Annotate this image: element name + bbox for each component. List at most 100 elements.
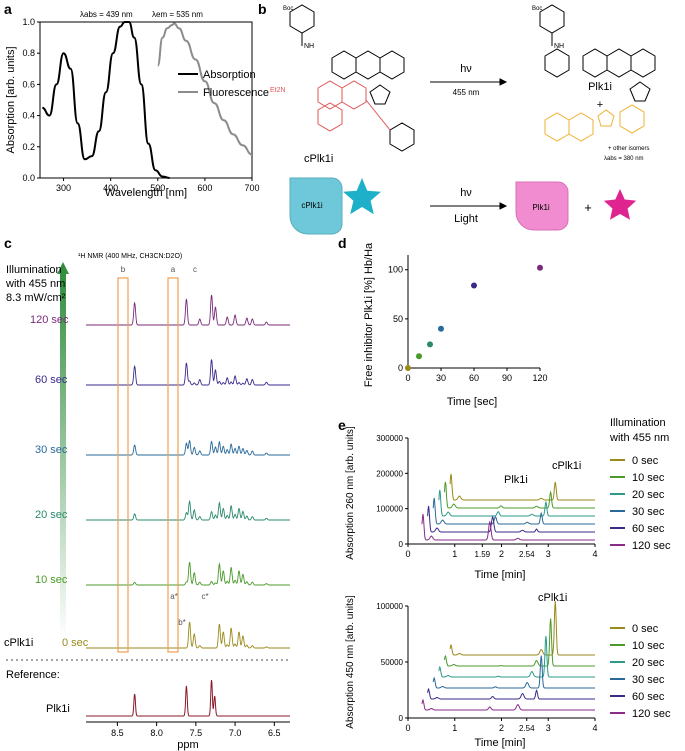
highlight-box-a xyxy=(167,277,179,653)
boc-label-left: Boc xyxy=(283,6,293,12)
panel-c-nmr: ¹H NMR (400 MHz, CH3CN:D2O) Illumination… xyxy=(4,253,290,751)
a-ytick-label: 1.0 xyxy=(22,17,35,27)
e1-legend-title-1: Illumination xyxy=(610,417,666,429)
nmr-trace-0 xyxy=(86,294,290,326)
peak-label-c-star: c* xyxy=(201,592,208,601)
a-ytick-label: 0.0 xyxy=(22,173,35,183)
nmr-xlabel: ppm xyxy=(177,739,198,751)
e-ytick-label: 50000 xyxy=(381,658,404,667)
e-legend-label: 120 sec xyxy=(632,540,671,552)
legend-fluorescence-label: Fluorescence xyxy=(203,87,269,99)
cartoon-plus: + xyxy=(584,200,592,215)
nmr-xtick-label: 7.5 xyxy=(190,728,203,738)
legend-absorption-label: Absorption xyxy=(203,69,256,81)
caged-protein-cartoon xyxy=(289,177,343,235)
panel-label-d: d xyxy=(338,235,347,251)
panel-e-hplc-450: 0 1 2 2.54 3 4 0 50000 100000 cPlk1i Absorption … xyxy=(345,592,671,749)
nmr-trace-label: 60 sec xyxy=(35,374,68,386)
nmr-xtick-label: 8.5 xyxy=(111,728,124,738)
a-ytick-label: 0.6 xyxy=(22,79,35,89)
e-legend-label: 10 sec xyxy=(632,472,665,484)
e-trace-4 xyxy=(427,687,595,700)
d-xtick-label: 60 xyxy=(469,373,479,383)
nmr-trace-4 xyxy=(86,561,290,586)
panel-label-a: a xyxy=(4,1,12,17)
e-legend-label: 20 sec xyxy=(632,657,665,669)
e-ytick-label: 300000 xyxy=(376,434,403,443)
e-xtick-label: 4 xyxy=(592,723,597,733)
cartoon-caged-label: cPlk1i xyxy=(301,201,323,210)
d-data-point xyxy=(537,264,543,271)
e-legend-label: 30 sec xyxy=(632,674,665,686)
a-xtick-label: 300 xyxy=(56,183,71,193)
plus-sign: + xyxy=(597,99,603,111)
product-label: Plk1i xyxy=(588,81,612,93)
e-trace-2 xyxy=(438,635,595,678)
e-trace-3 xyxy=(432,655,595,689)
panel-a-frame xyxy=(39,21,253,179)
illum-line-3: 8.3 mW/cm² xyxy=(6,292,66,304)
caged-star-icon xyxy=(343,178,381,215)
nmr-trace-5 xyxy=(86,621,290,649)
e-xtick-label: 3 xyxy=(546,723,551,733)
nmr-trace-label: 30 sec xyxy=(35,444,68,456)
nmr-trace-2 xyxy=(86,439,290,456)
e-xtick-label: 1 xyxy=(452,723,457,733)
nmr-xtick-label: 7.0 xyxy=(229,728,242,738)
e-trace-5 xyxy=(421,513,595,541)
e1-legend-title-2: with 455 nm xyxy=(609,432,669,444)
e-legend-label: 60 sec xyxy=(632,523,665,535)
e1-xlabel: Time [min] xyxy=(475,569,526,581)
lambda-abs-annotation: λabs = 439 nm xyxy=(80,10,133,19)
nmr-xtick-label: 8.0 xyxy=(150,728,163,738)
e-trace-3 xyxy=(432,497,595,525)
e-trace-0 xyxy=(449,600,595,656)
e-trace-4 xyxy=(427,505,595,533)
a-ytick-label: 0.8 xyxy=(22,48,35,58)
nmr-trace-label: 120 sec xyxy=(30,314,69,326)
e-xtick-label: 3 xyxy=(546,549,551,559)
panel-a-spectra: 0.0 0.2 0.4 0.6 0.8 1.0 300 400 500 600 700 Absor… xyxy=(5,10,269,199)
e-ytick-label: 200000 xyxy=(376,469,403,478)
e-legend-label: 0 sec xyxy=(632,455,659,467)
d-data-point xyxy=(405,365,411,371)
e-xtick-label: 2.54 xyxy=(519,550,535,559)
e-trace-1 xyxy=(444,481,595,509)
reaction-wavelength-label: 455 nm xyxy=(453,88,480,97)
reference-label: Plk1i xyxy=(46,703,70,715)
panel-b-scheme: Boc NH Et2N cPlk1i hν 455 nm Boc NH Plk1… xyxy=(270,4,656,235)
a-xtick-label: 500 xyxy=(150,183,165,193)
cplk1i-trace-label: cPlk1i xyxy=(4,637,33,649)
e-xtick-label: 2.54 xyxy=(519,724,535,733)
d-ylabel-text: Free inhibitor Plk1i [%] Hb/Ha xyxy=(363,242,375,387)
cartoon-light-label: Light xyxy=(454,213,478,225)
e2-ylabel: Absorption 450 nm [arb. units] xyxy=(345,595,356,729)
et2n-label: Et2N xyxy=(270,87,286,94)
e-ytick-label: 0 xyxy=(399,540,404,549)
illum-line-2: with 455 nm xyxy=(5,278,65,290)
d-data-point xyxy=(438,325,444,332)
d-xtick-label: 120 xyxy=(532,373,547,383)
e-ytick-label: 0 xyxy=(399,714,404,723)
d-xtick-label: 30 xyxy=(436,373,446,383)
d-xtick-label: 90 xyxy=(502,373,512,383)
e-trace-5 xyxy=(421,698,595,711)
peak-label-c: c xyxy=(193,265,197,274)
reference-trace xyxy=(86,679,290,717)
e-legend-label: 0 sec xyxy=(632,623,659,635)
e-trace-1 xyxy=(444,618,595,667)
d-data-point xyxy=(416,353,422,360)
lambda-isomer-label: λabs = 380 nm xyxy=(604,156,644,162)
nmr-trace-label: 10 sec xyxy=(35,574,68,586)
cartoon-product-label: Plk1i xyxy=(532,203,550,212)
absorption-curve xyxy=(42,20,170,179)
caged-compound-label: cPlk1i xyxy=(304,153,333,165)
e-xtick-label: 0 xyxy=(405,723,410,733)
boc-label-right: Boc xyxy=(532,6,542,12)
panel-a-ylabel: Absorption [arb. units] xyxy=(5,46,17,153)
e-legend-label: 60 sec xyxy=(632,691,665,703)
panel-e-hplc-260: 0 1 1.59 2 2.54 3 4 0 100000 200000 300000 Plk1i c… xyxy=(345,417,671,581)
a-xtick-label: 700 xyxy=(244,183,259,193)
caged-molecule-structure xyxy=(289,4,415,152)
